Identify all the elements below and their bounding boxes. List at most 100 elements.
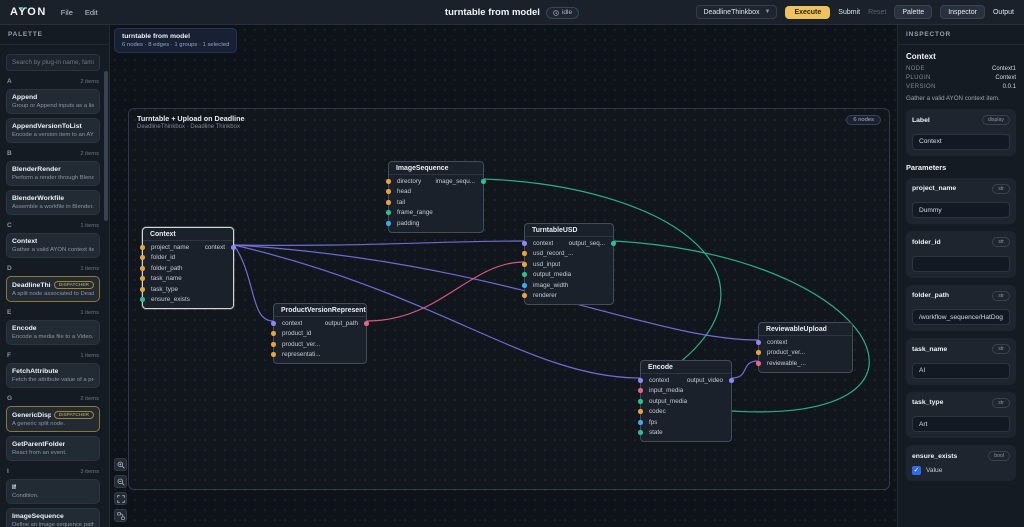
input-port-input_media[interactable] xyxy=(638,388,643,394)
output-button[interactable]: Output xyxy=(992,8,1014,16)
input-port-usd_input[interactable] xyxy=(522,261,527,267)
input-label: product_ver... xyxy=(282,340,321,348)
palette-search-input[interactable] xyxy=(6,54,100,71)
palette-item-appendversiontolist[interactable]: AppendVersionToList Encode a version item… xyxy=(6,118,100,143)
submit-button[interactable]: Submit xyxy=(838,8,861,16)
dispatcher-select[interactable]: DeadlineThinkbox ▼ xyxy=(696,5,778,19)
input-port-head[interactable] xyxy=(386,189,391,195)
palette-item-if[interactable]: If Condition. xyxy=(6,479,100,504)
execute-button[interactable]: Execute xyxy=(785,5,831,19)
palette-item-blenderrender[interactable]: BlenderRender Perform a render through Bl… xyxy=(6,161,100,186)
palette-item-fetchattribute[interactable]: FetchAttribute Fetch the attribute value … xyxy=(6,363,100,388)
input-port-padding[interactable] xyxy=(386,220,391,226)
zoom-in-button[interactable] xyxy=(114,458,127,471)
node-productversionrepresentation[interactable]: ProductVersionRepresentation context outpu… xyxy=(271,303,369,364)
param-type-badge: str xyxy=(992,183,1010,194)
input-port-tail[interactable] xyxy=(386,199,391,205)
menu-file[interactable]: File xyxy=(60,7,73,17)
node-encode[interactable]: Encode context output_video input_media outp… xyxy=(638,360,734,442)
checkbox-checked[interactable]: ✓ xyxy=(912,466,921,475)
output-port-output_path[interactable] xyxy=(364,320,369,326)
zoom-out-icon xyxy=(117,478,125,486)
param-input-task_type[interactable] xyxy=(912,416,1010,432)
input-label: head xyxy=(397,188,412,196)
node-context[interactable]: Context project_name context folder_id folde… xyxy=(140,227,236,309)
fit-view-button[interactable] xyxy=(114,492,127,505)
input-port-task_name[interactable] xyxy=(140,276,145,282)
section-count: 2 items xyxy=(80,78,99,85)
input-port-image_width[interactable] xyxy=(522,282,527,288)
layout-graph-button[interactable] xyxy=(114,509,127,522)
input-port-folder_path[interactable] xyxy=(140,265,145,271)
menu-edit[interactable]: Edit xyxy=(84,7,98,17)
label-input[interactable] xyxy=(912,133,1010,150)
group-node-count-badge: 6 nodes xyxy=(846,115,881,125)
palette-item-description: Perform a render through Blender. xyxy=(12,175,94,181)
palette-item-append[interactable]: Append Group or Append inputs as a list. xyxy=(6,89,100,114)
section-count: 1 items xyxy=(80,309,99,316)
param-input-folder_id[interactable] xyxy=(912,255,1010,272)
input-port-context[interactable] xyxy=(522,240,527,246)
input-port-ensure_exists[interactable] xyxy=(140,297,145,303)
input-port-directory[interactable] xyxy=(386,178,391,184)
palette-item-name: AppendVersionToList xyxy=(12,123,82,130)
input-port-output_media[interactable] xyxy=(522,272,527,278)
node-turntableusd[interactable]: TurntableUSD context output_seq... usd_reco… xyxy=(522,223,616,305)
output-port-image_sequ[interactable] xyxy=(481,178,486,184)
palette-item-context[interactable]: Context Gather a valid AYON context item. xyxy=(6,233,100,258)
reset-button[interactable]: Reset xyxy=(868,8,887,16)
palette-item-name: Encode xyxy=(12,325,37,332)
palette-item-imagesequence[interactable]: ImageSequence Define an image sequence pa… xyxy=(6,508,100,527)
output-port-context[interactable] xyxy=(231,244,236,250)
node-imagesequence[interactable]: ImageSequence directory image_sequ... head t… xyxy=(386,161,486,233)
input-port-context[interactable] xyxy=(638,377,643,383)
input-port-product_id[interactable] xyxy=(271,331,276,337)
param-input-task_name[interactable] xyxy=(912,362,1010,379)
palette-section-header: E 1 items xyxy=(7,309,99,316)
param-input-project_name[interactable] xyxy=(912,202,1010,218)
palette-toggle-button[interactable]: Palette xyxy=(894,5,933,19)
section-count: 2 items xyxy=(80,150,99,157)
param-input-folder_path[interactable] xyxy=(912,309,1010,325)
meta-row-node: NODE Context1 xyxy=(906,66,1016,72)
palette-item-blenderworkfile[interactable]: BlenderWorkfile Assemble a workfile in Bl… xyxy=(6,190,100,215)
input-port-project_name[interactable] xyxy=(140,244,145,250)
node-group[interactable]: Turntable + Upload on Deadline DeadlineT… xyxy=(128,108,890,490)
input-port-codec[interactable] xyxy=(638,409,643,415)
node-reviewableupload[interactable]: ReviewableUpload context product_ver... rev… xyxy=(756,322,853,373)
palette-item-header: ImageSequence xyxy=(12,513,94,520)
input-port-state[interactable] xyxy=(638,430,643,436)
graph-info-title: turntable from model xyxy=(122,33,190,40)
input-port-reviewable_[interactable] xyxy=(756,360,761,366)
input-port-frame_range[interactable] xyxy=(386,210,391,216)
output-port-output_seq[interactable] xyxy=(611,240,616,246)
input-port-product_ver[interactable] xyxy=(756,350,761,356)
palette-item-getparentfolder[interactable]: GetParentFolder React from an event. xyxy=(6,436,100,461)
inspector-toggle-button[interactable]: Inspector xyxy=(940,5,985,19)
node-row: representati... xyxy=(271,350,366,361)
palette-scrollbar[interactable] xyxy=(104,45,108,523)
param-card-ensure_exists: ensure_exists bool ✓ Value xyxy=(906,445,1016,481)
palette-item-deadlinethinkbox[interactable]: DeadlineThinkboxDISPATCHER A split node a… xyxy=(6,276,100,302)
input-port-output_media[interactable] xyxy=(638,398,643,404)
palette-item-genericdispatchtask[interactable]: GenericDispatchTaskDISPATCHER A generic s… xyxy=(6,406,100,432)
zoom-out-button[interactable] xyxy=(114,475,127,488)
input-port-representati[interactable] xyxy=(271,352,276,358)
input-port-usd_record_[interactable] xyxy=(522,251,527,257)
palette-item-name: DeadlineThinkbox xyxy=(12,281,51,289)
output-label: output_path xyxy=(324,319,358,327)
palette-item-header: GenericDispatchTaskDISPATCHER xyxy=(12,411,94,419)
input-port-context[interactable] xyxy=(271,320,276,326)
section-letter: I xyxy=(7,468,9,475)
input-port-folder_id[interactable] xyxy=(140,255,145,261)
input-port-context[interactable] xyxy=(756,339,761,345)
input-port-renderer[interactable] xyxy=(522,293,527,299)
palette-item-encode[interactable]: Encode Encode a media file to a Video. xyxy=(6,320,100,345)
output-port-output_video[interactable] xyxy=(729,377,734,383)
input-port-product_ver[interactable] xyxy=(271,341,276,347)
scrollbar-thumb[interactable] xyxy=(104,71,108,221)
node-row: image_width xyxy=(522,280,613,291)
graph-canvas[interactable]: Turntable + Upload on Deadline DeadlineT… xyxy=(110,25,897,527)
input-port-fps[interactable] xyxy=(638,419,643,425)
input-port-task_type[interactable] xyxy=(140,286,145,292)
